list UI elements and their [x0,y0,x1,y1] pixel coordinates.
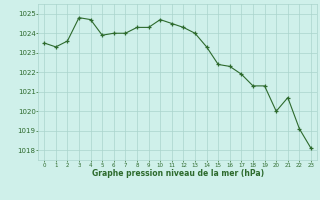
X-axis label: Graphe pression niveau de la mer (hPa): Graphe pression niveau de la mer (hPa) [92,169,264,178]
